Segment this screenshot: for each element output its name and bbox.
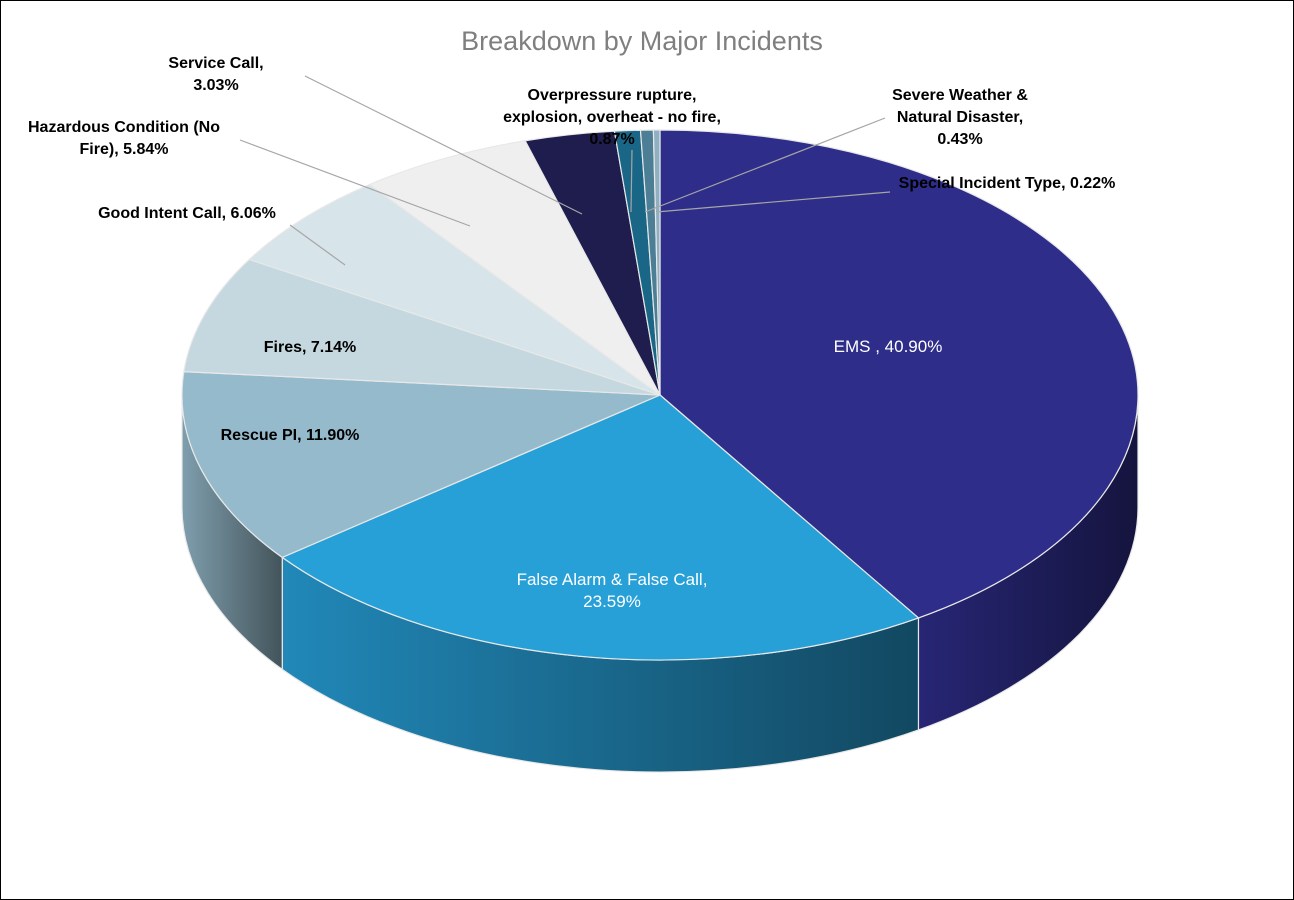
data-label: Fires, 7.14%: [264, 339, 357, 356]
data-label: Service Call, 3.03%: [168, 55, 263, 94]
leader-line: [289, 224, 346, 266]
label-line: 23.59%: [583, 592, 641, 611]
data-label: Rescue PI, 11.90%: [221, 427, 360, 444]
chart-title: Breakdown by Major Incidents: [461, 26, 823, 56]
label-line: Fires, 7.14%: [264, 339, 357, 356]
label-line: Rescue PI, 11.90%: [221, 427, 360, 444]
data-label: Good Intent Call, 6.06%: [98, 205, 276, 222]
label-line: Hazardous Condition (No: [28, 119, 220, 136]
leader-line: [239, 139, 471, 227]
label-line: Natural Disaster,: [897, 109, 1023, 126]
label-line: explosion, overheat - no fire,: [503, 109, 721, 126]
label-line: False Alarm & False Call,: [517, 570, 708, 589]
slice: [659, 129, 1139, 619]
label-line: Severe Weather &: [892, 87, 1028, 104]
slice: [183, 258, 661, 396]
data-label: Overpressure rupture, explosion, overheat…: [503, 87, 721, 148]
data-label: EMS , 40.90%: [834, 337, 943, 356]
data-label: Severe Weather & Natural Disaster, 0.43%: [892, 87, 1028, 148]
data-label: Hazardous Condition (No Fire), 5.84%: [28, 119, 220, 158]
label-line: Overpressure rupture,: [528, 87, 697, 104]
slice: [281, 394, 920, 661]
label-line: EMS , 40.90%: [834, 337, 943, 356]
leader-line: [644, 117, 886, 213]
slice: [181, 371, 661, 559]
data-label: False Alarm & False Call, 23.59%: [517, 570, 708, 611]
label-line: Service Call,: [168, 55, 263, 72]
leader-line: [655, 191, 891, 213]
label-line: 0.87%: [589, 131, 634, 148]
label-line: 3.03%: [193, 77, 238, 94]
data-label: Special Incident Type, 0.22%: [899, 175, 1116, 192]
label-line: 0.43%: [937, 131, 982, 148]
leader-line: [630, 149, 633, 213]
slice: [368, 140, 661, 396]
leader-line: [304, 75, 583, 215]
label-line: Special Incident Type, 0.22%: [899, 175, 1116, 192]
label-line: Good Intent Call, 6.06%: [98, 205, 276, 222]
label-line: Fire), 5.84%: [80, 141, 169, 158]
slice: [652, 129, 661, 396]
